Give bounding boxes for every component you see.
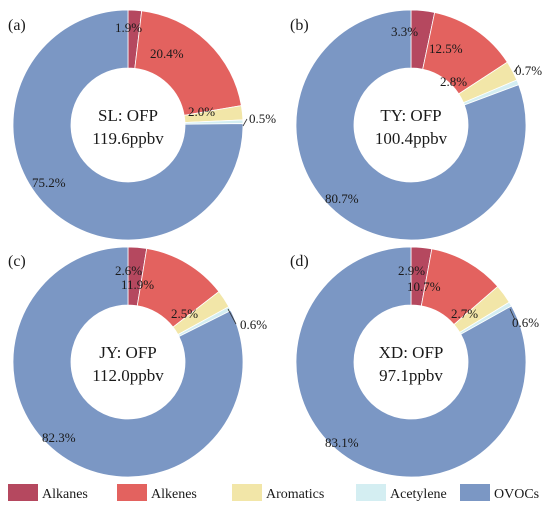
legend-swatch (117, 484, 147, 501)
slice-label-alkenes: 20.4% (150, 46, 184, 61)
legend-label: Acetylene (390, 487, 447, 502)
donut-panel-c: 2.6%11.9% 2.5% 0.6% 82.3% JY: OFP 112.0ppbv (c… (8, 246, 267, 478)
panel-letter: (a) (8, 17, 26, 34)
leader-line (242, 118, 248, 127)
center-title: JY: OFP (99, 343, 157, 362)
panel-letter: (b) (290, 17, 309, 34)
slice-label-alkanes: 1.9% (115, 20, 142, 35)
slice-label-acetylene: 0.6% (512, 315, 539, 330)
center-value: 119.6ppbv (92, 129, 164, 148)
leader-line (513, 64, 520, 73)
donut-slice-ovocs (12, 246, 244, 478)
donut-slice-alkenes (134, 10, 242, 116)
legend-swatch (8, 484, 38, 501)
donut-slice-ovocs (295, 246, 527, 478)
legend: Alkanes Alkenes Aromatics Acetylene OVOCs (8, 484, 539, 502)
center-title: SL: OFP (98, 106, 158, 125)
slice-label-ovocs: 80.7% (325, 191, 359, 206)
legend-label: Aromatics (266, 487, 324, 502)
legend-label: Alkenes (151, 487, 197, 502)
donut-panel-d: 2.9%10.7% 2.7% 0.6% 83.1% XD: OFP 97.1ppbv (d) (290, 246, 539, 478)
slice-label-acetylene: 0.7% (515, 63, 542, 78)
leader-line (509, 308, 516, 321)
slice-label-ovocs: 82.3% (42, 430, 76, 445)
slice-label-acetylene: 0.5% (249, 111, 276, 126)
center-value: 97.1ppbv (379, 366, 443, 385)
slice-label-ovocs: 83.1% (325, 435, 359, 450)
panel-letter: (d) (290, 253, 309, 270)
slice-label-alkanes: 3.3% (391, 24, 418, 39)
slice-label-aromatics: 2.5% (171, 306, 198, 321)
slice-label-alkenes: 12.5% (429, 41, 463, 56)
donut-panel-b: 3.3% 12.5% 2.8% 0.7% 80.7% TY: OFP 100.4ppbv (b… (290, 9, 542, 241)
slice-label-alkenes: 11.9% (121, 277, 154, 292)
slice-label-aromatics: 2.0% (188, 104, 215, 119)
legend-swatch (460, 484, 490, 501)
legend-swatch (232, 484, 262, 501)
center-value: 100.4ppbv (375, 129, 448, 148)
slice-label-alkenes: 10.7% (407, 279, 441, 294)
slice-label-aromatics: 2.7% (451, 306, 478, 321)
slice-label-acetylene: 0.6% (240, 317, 267, 332)
slice-label-alkanes: 2.9% (398, 263, 425, 278)
panel-letter: (c) (8, 253, 26, 270)
slice-label-alkanes: 2.6% (115, 263, 142, 278)
slice-label-aromatics: 2.8% (440, 74, 467, 89)
leader-line (227, 308, 237, 325)
center-title: TY: OFP (380, 106, 441, 125)
donut-slice-ovocs (295, 9, 527, 241)
legend-label: OVOCs (494, 487, 539, 502)
center-title: XD: OFP (379, 343, 444, 362)
slice-label-ovocs: 75.2% (32, 175, 66, 190)
donut-slice-ovocs (12, 9, 244, 241)
legend-label: Alkanes (42, 487, 88, 502)
center-value: 112.0ppbv (92, 366, 164, 385)
donut-panel-a: 1.9% 20.4% 2.0% 0.5% 75.2% SL: OFP 119.6ppbv (a… (8, 9, 276, 241)
legend-swatch (356, 484, 386, 501)
